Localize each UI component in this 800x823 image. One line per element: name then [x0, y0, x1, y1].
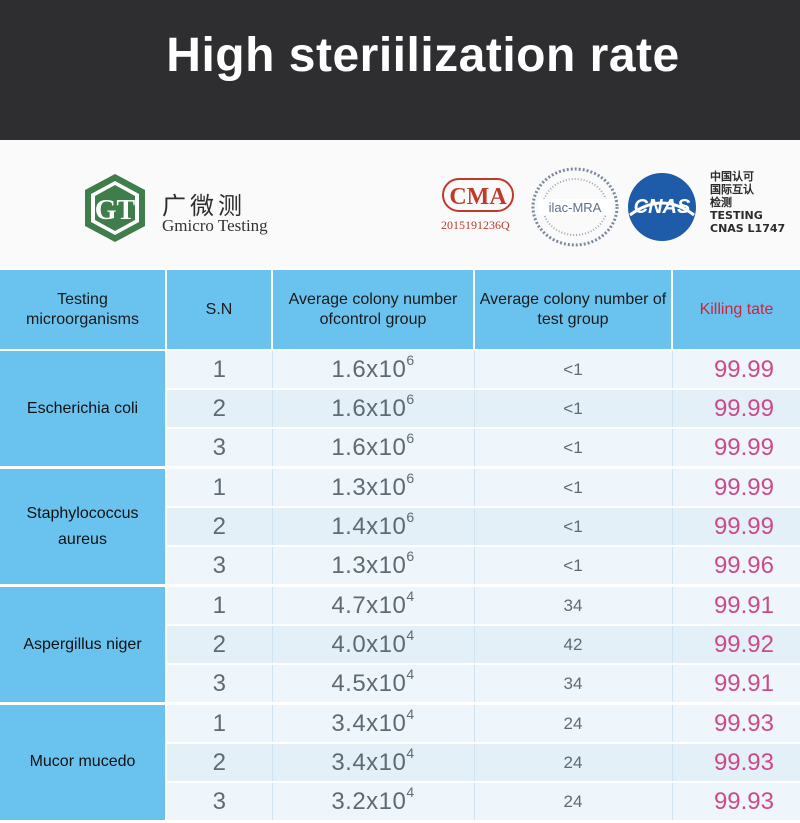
sn-cell: 3 — [166, 428, 273, 469]
killing-rate-cell: 99.92 — [672, 625, 800, 665]
cnas-line: CNAS L1747 — [710, 222, 786, 235]
killing-rate-cell: 99.93 — [672, 703, 800, 744]
killing-rate-cell: 99.91 — [672, 664, 800, 705]
sn-cell: 3 — [166, 782, 273, 822]
gmicro-name-en: Gmicro Testing — [162, 216, 268, 235]
control-cell: 1.6x106 — [272, 350, 475, 390]
cnas-mark: CNAS — [634, 196, 691, 218]
control-cell: 1.3x106 — [272, 467, 475, 508]
organism-cell: Escherichia coli — [0, 350, 167, 469]
control-cell: 4.0x104 — [272, 625, 475, 665]
killing-rate-cell: 99.93 — [672, 743, 800, 783]
table-row: Staphylococcus aureus 1 1.3x106 <1 99.99 — [0, 467, 800, 587]
organism-cell: Mucor mucedo — [0, 703, 167, 823]
gmicro-logo-icon: GT — [85, 174, 145, 242]
control-cell: 3.4x104 — [272, 703, 475, 744]
sn-cell: 1 — [166, 350, 273, 390]
cma-mark: CMA — [449, 184, 507, 210]
test-cell: <1 — [474, 389, 673, 429]
table-row: Mucor mucedo 1 3.4x104 24 99.93 — [0, 703, 800, 823]
header-test-group: Average colony number of test group — [474, 270, 673, 351]
control-cell: 3.4x104 — [272, 743, 475, 783]
control-cell: 1.6x106 — [272, 389, 475, 429]
killing-rate-cell: 99.99 — [672, 467, 800, 508]
cnas-line: 中国认可 — [710, 170, 754, 183]
cma-number: 2015191236Q — [441, 218, 510, 232]
title-banner: High steriilization rate — [0, 0, 800, 140]
cma-logo-icon: CMA — [442, 178, 514, 212]
test-cell: 24 — [474, 703, 673, 744]
test-cell: <1 — [474, 507, 673, 547]
table-header-row: Testing microorganisms S.N Average colon… — [0, 270, 800, 351]
cnas-line: 检测 — [710, 196, 732, 209]
control-cell: 3.2x104 — [272, 782, 475, 822]
cnas-line: 国际互认 — [710, 183, 754, 196]
test-cell: <1 — [474, 546, 673, 587]
table-row: 2 3.4x104 24 99.93 — [0, 743, 800, 783]
test-cell: 24 — [474, 743, 673, 783]
test-cell: 24 — [474, 782, 673, 822]
test-cell: <1 — [474, 350, 673, 390]
control-cell: 1.6x106 — [272, 428, 475, 469]
table-row: 2 1.4x106 <1 99.99 — [0, 507, 800, 547]
table-row: Escherichia coli 1 1.6x106 <1 99.99 — [0, 350, 800, 469]
killing-rate-cell: 99.99 — [672, 389, 800, 429]
killing-rate-cell: 99.99 — [672, 428, 800, 469]
table-row: Aspergillus niger 1 4.7x104 34 99.91 — [0, 585, 800, 705]
cnas-line: TESTING — [710, 209, 763, 222]
sn-cell: 2 — [166, 625, 273, 665]
table-row: 3 1.6x106 <1 99.99 — [0, 428, 800, 469]
sn-cell: 1 — [166, 467, 273, 508]
control-cell: 1.4x106 — [272, 507, 475, 547]
table-row: 2 1.6x106 <1 99.99 — [0, 389, 800, 429]
gmicro-monogram: GT — [95, 195, 136, 226]
gmicro-name-cn: 广微测 — [162, 192, 246, 220]
sn-cell: 1 — [166, 703, 273, 744]
control-cell: 4.5x104 — [272, 664, 475, 705]
test-cell: <1 — [474, 428, 673, 469]
header-control-group: Average colony number ofcontrol group — [272, 270, 475, 351]
header-organism: Testing microorganisms — [0, 270, 167, 351]
sn-cell: 2 — [166, 743, 273, 783]
test-cell: 34 — [474, 664, 673, 705]
sn-cell: 1 — [166, 585, 273, 626]
killing-rate-cell: 99.96 — [672, 546, 800, 587]
test-cell: 34 — [474, 585, 673, 626]
ilac-mark: ilac-MRA — [549, 200, 602, 215]
header-killing-rate: Killing tate — [672, 270, 800, 351]
cnas-logo-icon: CNAS — [628, 173, 696, 241]
control-cell: 1.3x106 — [272, 546, 475, 587]
cnas-accreditation-text: 中国认可 国际互认 检测 TESTING CNAS L1747 — [710, 170, 785, 235]
table-row: 3 1.3x106 <1 99.96 — [0, 546, 800, 587]
sn-cell: 2 — [166, 389, 273, 429]
sn-cell: 3 — [166, 664, 273, 705]
test-cell: 42 — [474, 625, 673, 665]
sn-cell: 2 — [166, 507, 273, 547]
organism-cell: Staphylococcus aureus — [0, 467, 167, 587]
killing-rate-cell: 99.99 — [672, 507, 800, 547]
organism-cell: Aspergillus niger — [0, 585, 167, 705]
sterilization-results-table: Testing microorganisms S.N Average colon… — [0, 270, 800, 823]
sn-cell: 3 — [166, 546, 273, 587]
killing-rate-cell: 99.93 — [672, 782, 800, 822]
page-title: High steriilization rate — [166, 29, 680, 82]
killing-rate-cell: 99.99 — [672, 350, 800, 390]
control-cell: 4.7x104 — [272, 585, 475, 626]
test-cell: <1 — [474, 467, 673, 508]
killing-rate-cell: 99.91 — [672, 585, 800, 626]
table-row: 2 4.0x104 42 99.92 — [0, 625, 800, 665]
ilac-mra-logo-icon: ilac-MRA — [531, 167, 619, 247]
table-row: 3 4.5x104 34 99.91 — [0, 664, 800, 705]
header-sn: S.N — [166, 270, 273, 351]
